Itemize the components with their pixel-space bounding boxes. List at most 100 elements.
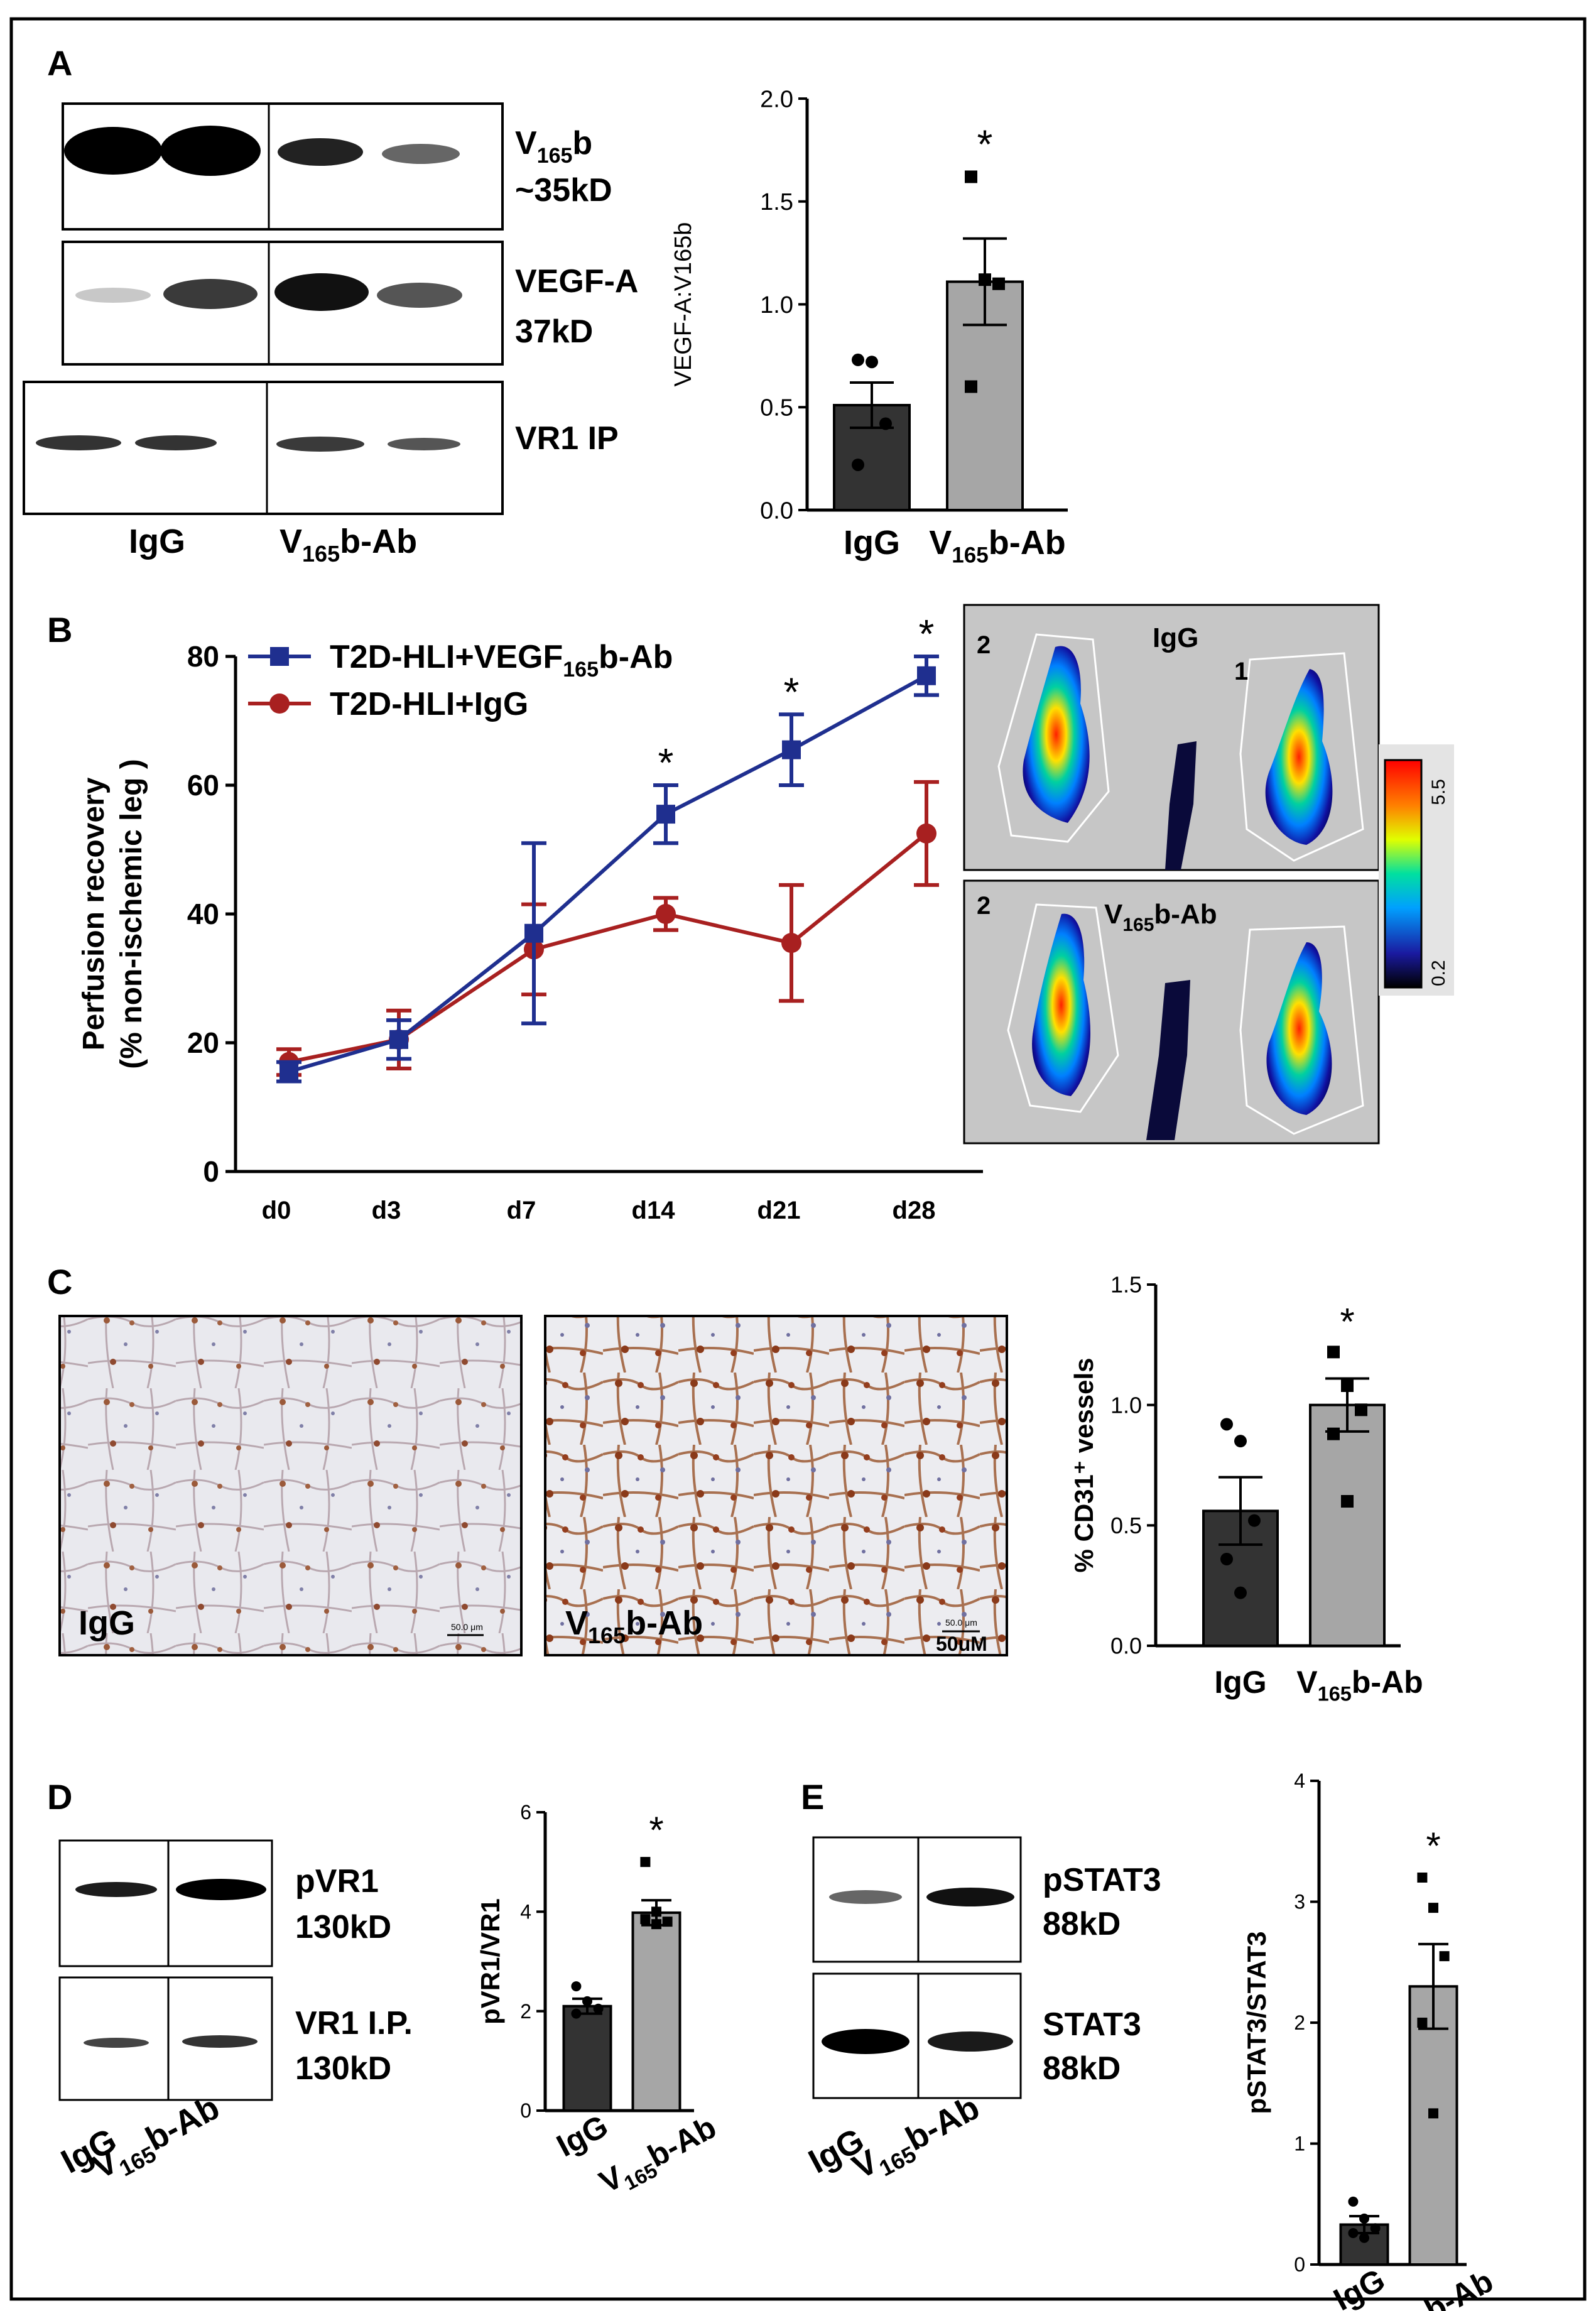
blot-a-label-1b: ~35kD [515,172,612,209]
band [75,1882,157,1897]
band [377,283,462,308]
histology-label-ab: V165b-Ab [565,1604,703,1648]
data-point [917,666,936,685]
y-tick-label: 0.0 [760,498,793,524]
data-point [979,273,991,286]
data-point [1348,2196,1359,2207]
y-tick-label: 2 [520,2000,531,2023]
x-tick-label: d0 [262,1197,291,1224]
chart-b: 0 20 40 60 80 d0 d3 d7 d14 d21 d28 Perfusion recove… [77,611,983,1224]
y-tick-label: 3 [1294,1891,1305,1913]
y-tick-label: 1 [1294,2133,1305,2155]
band [926,1888,1014,1906]
data-point [1341,1495,1354,1508]
scale-bar-text-igg: 50.0 μm [451,1622,483,1632]
significance-star: * [919,611,935,656]
data-point [1348,2227,1359,2238]
y-tick-label: 2.0 [760,86,793,112]
data-point [781,933,801,954]
blot-e-label-1b: 88kD [1043,1906,1121,1942]
blot-e [812,1836,1022,2099]
y-tick-label: 4 [520,1901,531,1923]
data-point [1417,2018,1428,2028]
x-tick-label: d28 [893,1197,936,1224]
limb-perfusion [1023,646,1090,823]
band [84,2038,149,2048]
x-tick-label: V165b-Ab [1296,1665,1423,1705]
band [176,1879,266,1900]
data-point [1220,1418,1233,1431]
y-tick-label: 6 [520,1801,531,1824]
y-tick-label: 1.5 [760,189,793,215]
x-tick-label: IgG [551,2108,614,2164]
figure-frame [9,17,1587,2301]
x-tick-label: d14 [632,1197,676,1224]
blot-a-label-2b: 37kD [515,313,593,350]
band [382,144,460,164]
histology-label-igg: IgG [79,1604,135,1642]
y-tick-label: 0.5 [1110,1513,1142,1538]
colorbar [1384,759,1423,989]
data-point [866,356,878,369]
histology-images: IgG V165b-Ab 50.0 μm 50.0 μm 50uM [58,1315,1008,1656]
data-point [992,277,1005,290]
x-tick-label: V165b-Ab [929,524,1066,568]
band [163,279,258,309]
data-point [1220,1553,1233,1565]
band [36,435,121,450]
bar [562,2004,612,2112]
y-axis-label: pVR1/VR1 [475,1898,505,2025]
data-point [656,805,675,824]
panel-label-d: D [47,1777,72,1817]
bar [1408,1985,1458,2266]
legend-label: T2D-HLI+IgG [330,686,528,722]
y-tick-label: 20 [187,1026,219,1059]
y-tick-label: 0.0 [1110,1633,1142,1659]
data-point [1327,1427,1340,1440]
data-point [571,1981,582,1992]
limb-perfusion [1266,942,1332,1115]
data-point [389,1030,408,1049]
legend-marker [270,647,289,666]
significance-star: * [784,669,800,714]
band [822,2029,909,2054]
blot-d-label-2b: 130kD [295,2050,391,2087]
data-point [656,904,676,924]
y-tick-label: 4 [1294,1770,1305,1792]
blot-d-label-1b: 130kD [295,1909,391,1945]
band [75,288,151,303]
blot-d-label-2: VR1 I.P. [295,2005,413,2042]
band [276,437,364,452]
data-point [916,823,936,844]
blot-d [58,1839,273,2101]
data-point [1359,2213,1369,2224]
leg-number-1: 1 [1234,658,1248,685]
data-point [1341,1379,1354,1392]
band [160,126,261,176]
panel-label-a: A [47,43,72,83]
blot-e-label-1: pSTAT3 [1043,1862,1161,1898]
bar [631,1911,681,2113]
blot-d-label-1: pVR1 [295,1863,379,1900]
y-axis-label: VEGF-A:V165b [670,222,697,387]
y-tick-label: 1.0 [760,292,793,318]
scale-bar-text-ab: 50.0 μm [945,1618,977,1628]
y-tick-label: 0 [520,2099,531,2122]
legend-label: T2D-HLI+VEGF165b-Ab [330,639,673,682]
y-tick-label: 60 [187,769,219,802]
y-tick-label: 0 [1294,2253,1305,2276]
laser-doppler-images: 2 1 IgG 2 V165b-Ab 5.5 0.2 [963,604,1454,1145]
significance-star: * [1426,1825,1440,1867]
band [64,127,162,175]
leg-number-2: 2 [977,631,991,659]
blot-e-group-ab: V165b-Ab [846,2089,988,2192]
panel-label-c: C [47,1262,72,1302]
data-point [662,1917,673,1927]
legend-marker [269,693,290,714]
y-tick-label: 1.0 [1110,1392,1142,1418]
limb-perfusion [1265,669,1333,845]
laser-label-igg: IgG [1153,623,1198,653]
blot-a-group-ab: V165b-Ab [280,523,417,567]
